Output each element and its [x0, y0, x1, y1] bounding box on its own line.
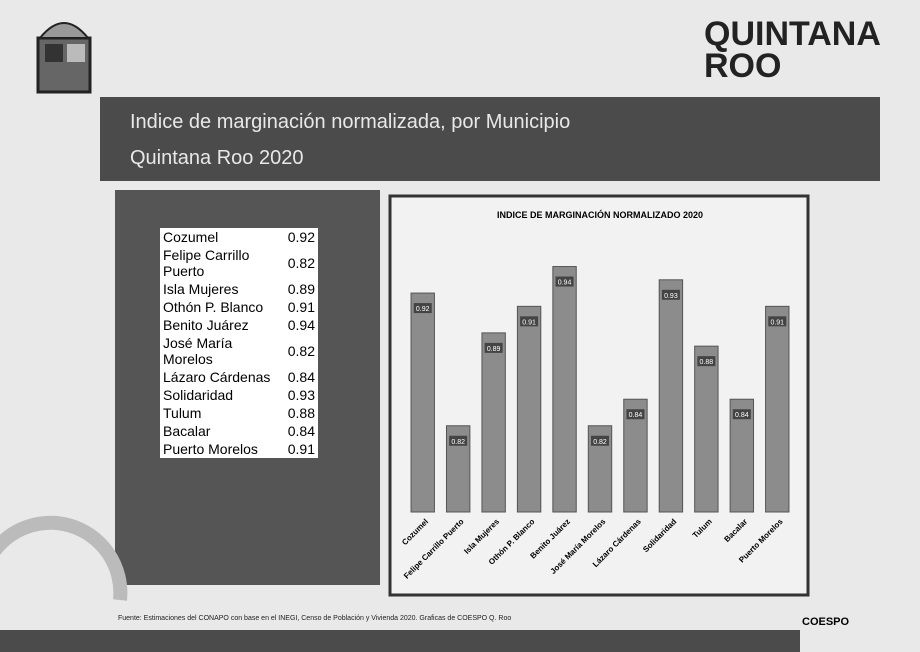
value-label: 0.93	[664, 293, 678, 300]
source: Fuente: Estimaciones del CONAPO con base…	[118, 615, 511, 622]
value-label: 0.91	[522, 319, 536, 326]
value-label: 0.88	[700, 359, 714, 366]
value-label: 0.84	[735, 412, 749, 419]
value-label: 0.92	[416, 306, 430, 313]
value-label: 0.91	[770, 319, 784, 326]
bar	[659, 280, 682, 512]
footer-logo: COESPO	[802, 616, 849, 628]
footer-band	[0, 630, 800, 652]
value-label: 0.89	[487, 346, 501, 353]
bar	[517, 306, 540, 512]
page: QUINTANA ROO Indice de marginación norma…	[0, 0, 920, 652]
value-label: 0.94	[558, 280, 572, 287]
chart: INDICE DE MARGINACIÓN NORMALIZADO 2020 0…	[0, 0, 920, 652]
bar	[553, 267, 576, 512]
bar	[411, 293, 434, 512]
bar	[766, 306, 789, 512]
value-label: 0.84	[629, 412, 643, 419]
value-label: 0.82	[451, 439, 465, 446]
chart-title: INDICE DE MARGINACIÓN NORMALIZADO 2020	[497, 209, 703, 220]
bar	[482, 333, 505, 512]
bar	[695, 346, 718, 512]
value-label: 0.82	[593, 439, 607, 446]
